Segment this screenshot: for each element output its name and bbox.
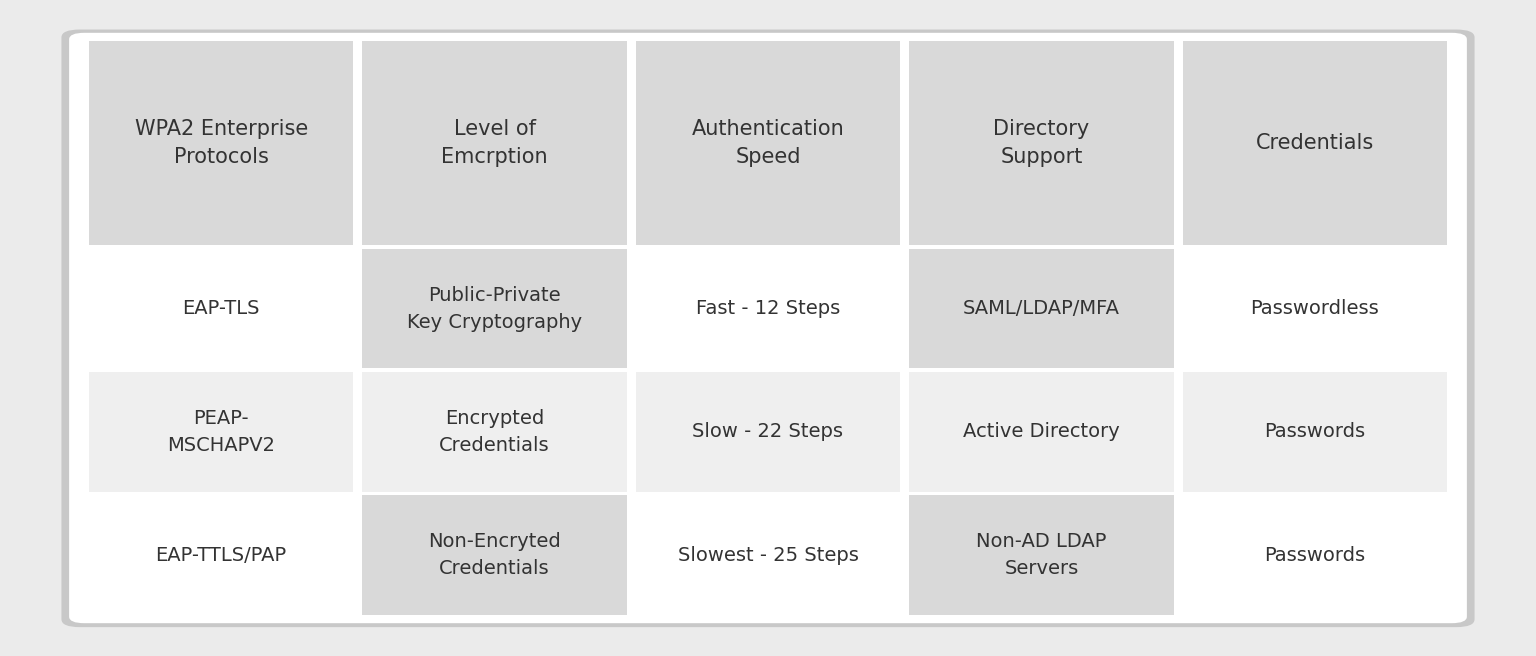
Bar: [362, 249, 627, 369]
Bar: [89, 373, 353, 491]
Bar: [362, 41, 627, 245]
Bar: [362, 495, 627, 615]
Text: Non-Encryted
Credentials: Non-Encryted Credentials: [429, 532, 561, 578]
Text: Fast - 12 Steps: Fast - 12 Steps: [696, 299, 840, 318]
Text: Non-AD LDAP
Servers: Non-AD LDAP Servers: [977, 532, 1106, 578]
Bar: [636, 41, 900, 245]
Bar: [89, 41, 353, 245]
Text: Credentials: Credentials: [1256, 133, 1373, 154]
Bar: [636, 495, 900, 615]
FancyBboxPatch shape: [69, 33, 1467, 623]
Text: Authentication
Speed: Authentication Speed: [691, 119, 845, 167]
Bar: [362, 373, 627, 491]
Bar: [89, 495, 353, 615]
FancyBboxPatch shape: [61, 30, 1475, 627]
Text: WPA2 Enterprise
Protocols: WPA2 Enterprise Protocols: [135, 119, 307, 167]
Bar: [1183, 495, 1447, 615]
Text: Slowest - 25 Steps: Slowest - 25 Steps: [677, 546, 859, 565]
Text: Passwords: Passwords: [1264, 422, 1366, 441]
Text: Slow - 22 Steps: Slow - 22 Steps: [693, 422, 843, 441]
Bar: [636, 373, 900, 491]
Bar: [909, 495, 1174, 615]
Bar: [909, 373, 1174, 491]
Bar: [1183, 41, 1447, 245]
Bar: [1183, 249, 1447, 369]
Text: Passwordless: Passwordless: [1250, 299, 1379, 318]
Text: Public-Private
Key Cryptography: Public-Private Key Cryptography: [407, 286, 582, 331]
Text: Passwords: Passwords: [1264, 546, 1366, 565]
Text: SAML/LDAP/MFA: SAML/LDAP/MFA: [963, 299, 1120, 318]
Bar: [636, 249, 900, 369]
Bar: [909, 41, 1174, 245]
Bar: [89, 249, 353, 369]
Text: PEAP-
MSCHAPV2: PEAP- MSCHAPV2: [167, 409, 275, 455]
Text: Active Directory: Active Directory: [963, 422, 1120, 441]
Bar: [909, 249, 1174, 369]
Text: Level of
Emcrption: Level of Emcrption: [441, 119, 548, 167]
Bar: [1183, 373, 1447, 491]
Text: EAP-TLS: EAP-TLS: [183, 299, 260, 318]
Text: Encrypted
Credentials: Encrypted Credentials: [439, 409, 550, 455]
Text: EAP-TTLS/PAP: EAP-TTLS/PAP: [155, 546, 287, 565]
Text: Directory
Support: Directory Support: [994, 119, 1089, 167]
